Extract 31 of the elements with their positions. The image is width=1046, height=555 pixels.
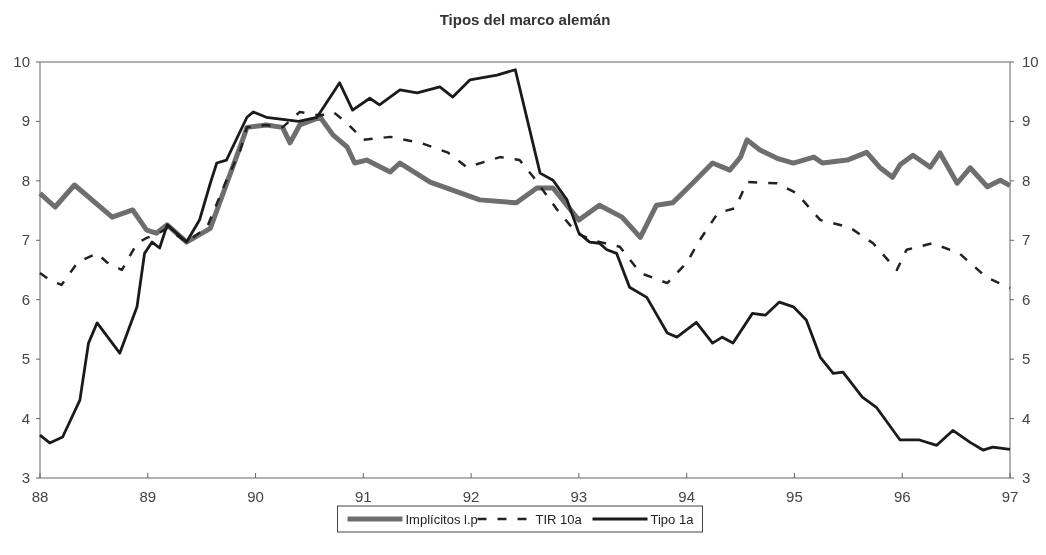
x-tick-label: 88 <box>31 488 49 505</box>
y2-tick-label: 6 <box>1022 290 1031 308</box>
y-tick-label: 9 <box>21 112 30 130</box>
y-tick-label: 10 <box>13 53 30 70</box>
x-tick-label: 89 <box>139 488 157 505</box>
chart-title: Tipos del marco alemán <box>439 11 611 28</box>
x-tick-label: 90 <box>247 488 264 505</box>
y-tick-label: 8 <box>21 171 30 189</box>
x-tick-label: 92 <box>462 488 480 505</box>
y2-tick-label: 10 <box>1022 53 1039 70</box>
legend-label: Implícitos l.p <box>405 512 478 527</box>
y-tick-label: 7 <box>21 231 30 249</box>
x-tick-label: 91 <box>354 488 372 505</box>
legend-label: TIR 10a <box>535 512 583 527</box>
y-tick-label: 4 <box>21 409 30 427</box>
y2-tick-label: 3 <box>1022 469 1031 486</box>
x-tick-label: 97 <box>1001 488 1019 505</box>
x-tick-label: 93 <box>570 488 588 505</box>
line-series <box>38 68 1012 452</box>
x-tick-label: 95 <box>786 488 803 505</box>
y-tick-label: 5 <box>21 350 30 368</box>
y2-tick-label: 4 <box>1022 409 1031 427</box>
y2-tick-label: 5 <box>1022 350 1031 368</box>
x-tick-label: 96 <box>893 488 911 505</box>
y2-tick-label: 9 <box>1022 112 1031 130</box>
y2-tick-label: 7 <box>1022 231 1031 249</box>
y2-tick-label: 8 <box>1022 171 1031 189</box>
x-tick-label: 94 <box>678 488 696 505</box>
y-tick-label: 6 <box>21 290 30 308</box>
y-tick-label: 3 <box>21 469 30 486</box>
legend-label: Tipo 1a <box>650 512 695 527</box>
